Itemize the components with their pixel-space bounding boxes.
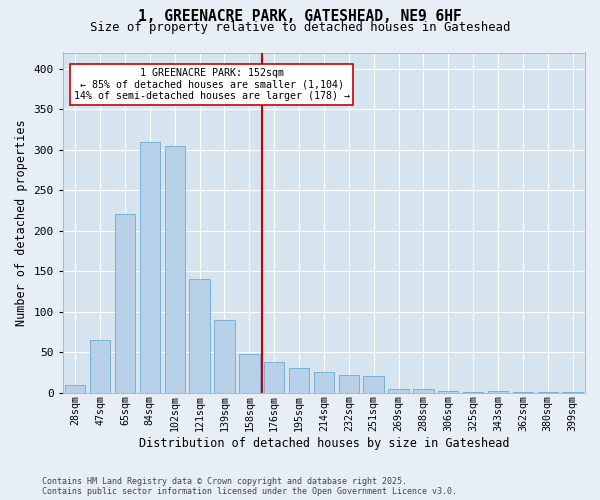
- Bar: [65, 384, 85, 392]
- Bar: [164, 146, 185, 392]
- Bar: [214, 320, 235, 392]
- Bar: [115, 214, 135, 392]
- Bar: [438, 391, 458, 392]
- Bar: [413, 388, 434, 392]
- Bar: [190, 280, 210, 392]
- Bar: [239, 354, 260, 393]
- Text: Contains HM Land Registry data © Crown copyright and database right 2025.
Contai: Contains HM Land Registry data © Crown c…: [42, 476, 457, 496]
- Bar: [289, 368, 309, 392]
- Bar: [90, 340, 110, 392]
- Bar: [364, 376, 384, 392]
- Y-axis label: Number of detached properties: Number of detached properties: [15, 120, 28, 326]
- Text: 1 GREENACRE PARK: 152sqm
← 85% of detached houses are smaller (1,104)
14% of sem: 1 GREENACRE PARK: 152sqm ← 85% of detach…: [74, 68, 350, 101]
- Text: 1, GREENACRE PARK, GATESHEAD, NE9 6HF: 1, GREENACRE PARK, GATESHEAD, NE9 6HF: [138, 9, 462, 24]
- Text: Size of property relative to detached houses in Gateshead: Size of property relative to detached ho…: [90, 21, 510, 34]
- Bar: [488, 391, 508, 392]
- X-axis label: Distribution of detached houses by size in Gateshead: Distribution of detached houses by size …: [139, 437, 509, 450]
- Bar: [264, 362, 284, 392]
- Bar: [140, 142, 160, 392]
- Bar: [338, 375, 359, 392]
- Bar: [388, 388, 409, 392]
- Bar: [314, 372, 334, 392]
